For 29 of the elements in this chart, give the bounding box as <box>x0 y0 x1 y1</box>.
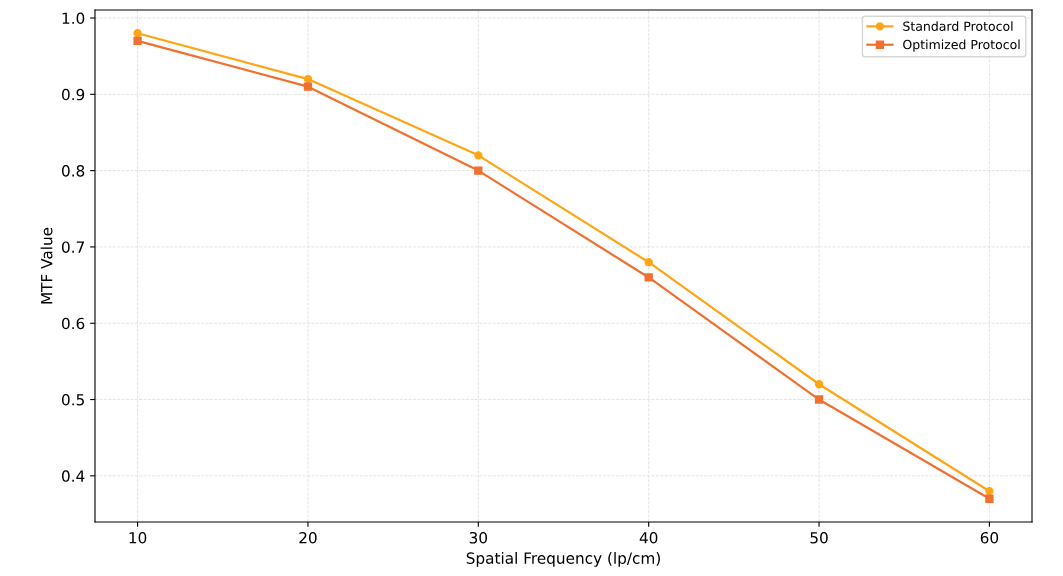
legend-label: Standard Protocol <box>903 21 1013 31</box>
y-axis-title: MTF Value <box>40 227 53 304</box>
x-tick-label: 30 <box>469 531 488 544</box>
point <box>474 151 483 160</box>
point <box>814 380 824 389</box>
point <box>133 36 142 46</box>
x-axis-title: Spatial Frequency (lp/cm) <box>466 552 660 567</box>
y-tick-label: 0.8 <box>61 165 85 177</box>
y-tick-label: 0.9 <box>61 88 85 101</box>
x-tick-label: 60 <box>980 531 999 544</box>
y-tick-label: 0.5 <box>61 394 84 406</box>
y-tick-label: 1.0 <box>62 12 85 25</box>
point <box>985 486 994 496</box>
point <box>133 29 142 38</box>
x-tick-label: 20 <box>299 531 317 544</box>
legend-label: Optimized Protocol <box>903 39 1020 52</box>
y-tick-label: 0.6 <box>61 317 85 330</box>
point <box>303 82 313 91</box>
y-tick-label: 0.4 <box>61 470 85 482</box>
point <box>644 273 653 282</box>
y-tick-label: 0.7 <box>61 241 84 253</box>
point <box>474 166 483 175</box>
point <box>644 258 653 267</box>
point <box>303 74 313 84</box>
point <box>985 494 994 503</box>
x-tick-label: 40 <box>639 531 658 544</box>
x-tick-label: 10 <box>129 531 147 544</box>
x-tick-label: 50 <box>810 531 828 544</box>
point <box>814 395 824 404</box>
